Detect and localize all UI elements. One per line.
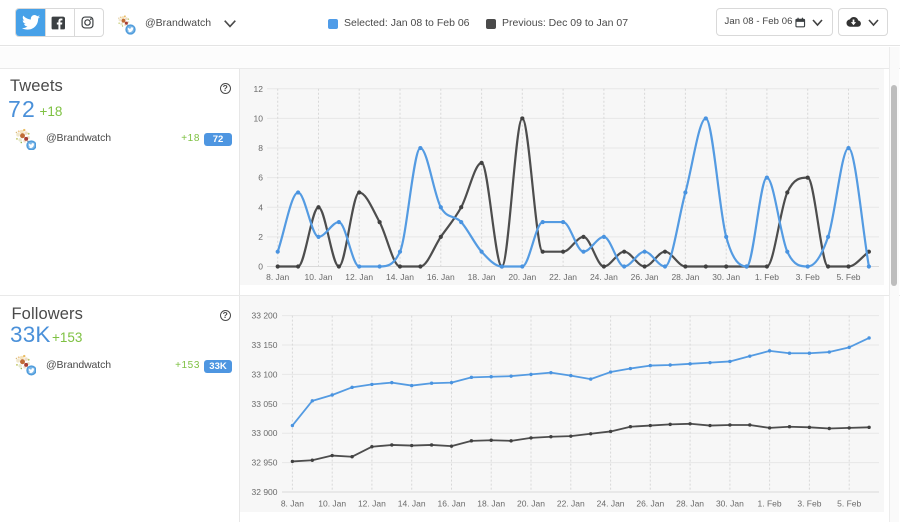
svg-text:33 000: 33 000: [252, 428, 278, 438]
svg-text:5. Feb: 5. Feb: [837, 499, 861, 509]
svg-text:8: 8: [258, 143, 263, 153]
svg-text:4: 4: [258, 202, 263, 212]
svg-text:26. Jan: 26. Jan: [636, 499, 664, 509]
svg-text:2: 2: [258, 232, 263, 242]
svg-text:30. Jan: 30. Jan: [712, 272, 740, 282]
svg-text:0: 0: [258, 262, 263, 272]
svg-text:12. Jan: 12. Jan: [345, 272, 373, 282]
svg-text:16. Jan: 16. Jan: [427, 272, 455, 282]
svg-text:26. Jan: 26. Jan: [631, 272, 659, 282]
svg-text:33 050: 33 050: [252, 399, 278, 409]
svg-text:8. Jan: 8. Jan: [281, 499, 304, 509]
svg-text:12. Jan: 12. Jan: [358, 499, 386, 509]
svg-text:32 900: 32 900: [252, 487, 278, 497]
svg-text:12: 12: [254, 84, 264, 94]
svg-text:28. Jan: 28. Jan: [676, 499, 704, 509]
svg-text:33 100: 33 100: [252, 369, 278, 379]
svg-text:33 150: 33 150: [252, 340, 278, 350]
svg-text:6: 6: [258, 173, 263, 183]
svg-text:22. Jan: 22. Jan: [549, 272, 577, 282]
svg-text:1. Feb: 1. Feb: [758, 499, 782, 509]
svg-text:24. Jan: 24. Jan: [590, 272, 618, 282]
svg-text:18. Jan: 18. Jan: [477, 499, 505, 509]
svg-text:16. Jan: 16. Jan: [438, 499, 466, 509]
svg-text:3. Feb: 3. Feb: [797, 499, 821, 509]
svg-text:24. Jan: 24. Jan: [597, 499, 625, 509]
svg-text:1. Feb: 1. Feb: [755, 272, 779, 282]
svg-text:8. Jan: 8. Jan: [266, 272, 289, 282]
svg-text:20. Jan: 20. Jan: [517, 499, 545, 509]
svg-text:10. Jan: 10. Jan: [318, 499, 346, 509]
svg-text:14. Jan: 14. Jan: [386, 272, 414, 282]
svg-text:33 200: 33 200: [252, 311, 278, 321]
svg-text:3. Feb: 3. Feb: [796, 272, 820, 282]
svg-text:10: 10: [254, 113, 264, 123]
svg-text:30. Jan: 30. Jan: [716, 499, 744, 509]
svg-text:28. Jan: 28. Jan: [671, 272, 699, 282]
svg-text:5. Feb: 5. Feb: [836, 272, 860, 282]
svg-text:14. Jan: 14. Jan: [398, 499, 426, 509]
svg-text:18. Jan: 18. Jan: [468, 272, 496, 282]
svg-text:20. Jan: 20. Jan: [508, 272, 536, 282]
svg-text:32 950: 32 950: [252, 458, 278, 468]
svg-text:10. Jan: 10. Jan: [305, 272, 333, 282]
svg-text:22. Jan: 22. Jan: [557, 499, 585, 509]
